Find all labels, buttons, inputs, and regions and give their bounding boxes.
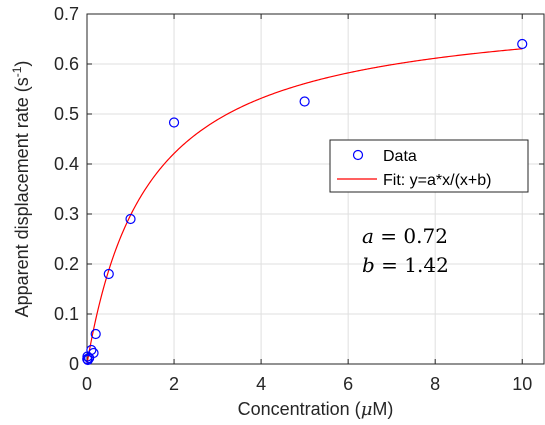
y-axis-label-close: ) — [12, 61, 32, 67]
legend-fit-label: Fit: y=a*x/(x+b) — [383, 172, 491, 189]
data-point — [299, 96, 310, 107]
x-axis-label-unit: M) — [372, 399, 393, 419]
legend-data-label: Data — [383, 148, 417, 165]
data-points — [82, 38, 528, 366]
y-tick-label: 0.1 — [54, 304, 79, 324]
fit-curve — [86, 48, 523, 365]
annotation-a-symbol: a — [362, 224, 374, 248]
x-axis-label-mu: μ — [361, 399, 373, 420]
legend-data-marker — [352, 149, 364, 161]
annotation-a-value: 0.72 — [403, 224, 448, 248]
annotation-a: a = 0.72 — [362, 224, 448, 248]
annotation-b: b = 1.42 — [362, 253, 449, 277]
x-tick-label: 8 — [430, 374, 440, 394]
y-axis-label-main: Apparent displacement rate (s — [12, 77, 32, 317]
data-point — [82, 354, 93, 366]
axis-ticks — [86, 13, 544, 365]
fit-layer — [86, 48, 523, 365]
x-axis-label-prefix: Concentration ( — [238, 399, 361, 419]
plot-area-frame — [86, 13, 545, 365]
data-point — [125, 213, 136, 225]
y-axis-label: Apparent displacement rate (s-1) — [10, 61, 32, 318]
x-tick-label: 2 — [169, 374, 179, 394]
data-point — [168, 117, 180, 128]
data-point — [86, 344, 97, 356]
y-tick-label: 0.2 — [54, 254, 79, 274]
annotation-b-value: 1.42 — [404, 253, 449, 277]
y-tick-label: 0.4 — [54, 154, 79, 174]
y-axis-label-exponent: -1 — [10, 66, 24, 77]
x-tick-labels: 0 2 4 6 8 10 — [82, 374, 532, 394]
data-point — [90, 328, 101, 340]
y-tick-label: 0.5 — [54, 104, 79, 124]
data-point — [517, 38, 528, 50]
legend: Data Fit: y=a*x/(x+b) — [329, 139, 529, 193]
annotation-a-equals: = — [374, 224, 403, 248]
y-tick-label: 0.7 — [54, 4, 79, 24]
legend-box — [329, 139, 529, 193]
x-tick-label: 4 — [256, 374, 266, 394]
y-tick-label: 0.3 — [54, 204, 79, 224]
x-tick-label: 6 — [343, 374, 353, 394]
data-point — [103, 268, 114, 280]
annotation-b-equals: = — [375, 253, 404, 277]
y-tick-labels: 0 0.1 0.2 0.3 0.4 0.5 0.6 0.7 — [54, 4, 79, 374]
x-tick-label: 0 — [82, 374, 92, 394]
data-point — [88, 347, 99, 359]
y-tick-label: 0 — [69, 354, 79, 374]
annotation-b-symbol: b — [362, 253, 375, 277]
x-tick-label: 10 — [512, 374, 532, 394]
y-tick-label: 0.6 — [54, 54, 79, 74]
x-axis-label: Concentration (μM) — [238, 399, 394, 420]
